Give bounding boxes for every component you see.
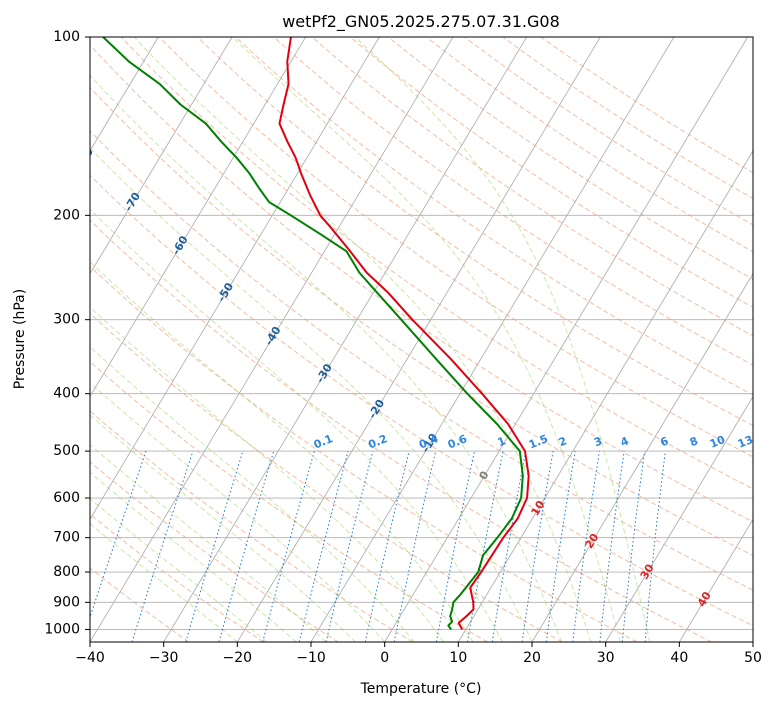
dry-adiabat	[273, 37, 753, 366]
dry-adiabat	[158, 37, 753, 458]
dry-adiabat	[90, 219, 712, 642]
y-tick-label: 100	[53, 29, 80, 45]
chart-title: wetPf2_GN05.2025.275.07.31.G08	[282, 12, 560, 32]
mixing-ratio-line	[185, 450, 244, 642]
dry-adiabat	[90, 130, 753, 591]
isotherm-line	[90, 37, 454, 642]
isotherm-line	[605, 395, 753, 642]
mixing-ratio-label: 10	[708, 433, 727, 451]
mixing-ratio-line	[599, 451, 625, 642]
y-tick-label: 200	[53, 207, 80, 223]
dewpoint-profile	[102, 37, 524, 631]
dry-adiabats	[90, 37, 753, 642]
plot-frame	[89, 36, 754, 643]
dry-adiabat	[90, 513, 264, 642]
mixing-ratio-line	[521, 451, 554, 642]
mixing-ratio-line	[364, 450, 410, 642]
x-tick-label: 0	[380, 650, 389, 666]
moist-adiabat	[232, 37, 621, 642]
y-tick-label: 800	[53, 564, 80, 580]
moist-adiabats	[90, 37, 651, 642]
mixing-ratio-line	[131, 450, 194, 642]
moist-adiabat	[133, 37, 592, 642]
x-tick-label: −20	[223, 650, 253, 666]
moist-adiabat	[354, 37, 651, 642]
isobar-gridlines	[90, 37, 753, 630]
dry-adiabat	[120, 37, 753, 490]
dry-adiabat	[311, 37, 753, 337]
mixing-ratio-line	[572, 451, 600, 642]
moist-adiabat	[90, 74, 562, 642]
y-axis-ticks: 1000 900 800 700 600 500 400 300 200 100	[44, 29, 90, 637]
moist-adiabat	[90, 208, 503, 642]
mixing-ratio-label: 13	[736, 433, 755, 451]
mixing-ratio-label: 2	[557, 434, 569, 449]
mixing-ratio-line	[298, 450, 349, 642]
dry-adiabat	[90, 360, 488, 642]
y-axis-label: Pressure (hPa)	[12, 289, 28, 389]
temperature-profile	[278, 37, 530, 630]
isotherm-line	[457, 150, 753, 642]
mixing-ratio-line	[325, 450, 374, 642]
mixing-ratio-line	[621, 451, 646, 642]
mixing-ratio-line	[262, 450, 315, 642]
isotherm-line	[310, 37, 675, 642]
mixing-ratio-label: 3	[592, 434, 604, 449]
moist-adiabat	[90, 306, 445, 642]
isotherm-line	[384, 37, 749, 642]
mixing-ratio-labels: 0.10.20.40.611.52346810131620253036	[312, 432, 755, 451]
dry-adiabat	[90, 265, 638, 642]
dry-adiabat	[90, 461, 339, 642]
isotherm-line	[678, 518, 753, 642]
isotherm-line	[90, 37, 159, 152]
dry-adiabat	[90, 44, 753, 523]
dry-adiabat	[90, 312, 563, 642]
y-tick-label: 500	[53, 443, 80, 459]
mixing-ratio-line	[218, 450, 275, 642]
x-axis-label: Temperature (°C)	[360, 681, 482, 697]
x-tick-label: −10	[296, 650, 326, 666]
dry-adiabat	[90, 86, 753, 557]
x-tick-label: 10	[449, 650, 467, 666]
moist-adiabat	[90, 382, 386, 642]
plot-area: -100-90-80-70-60-50-40-30-20-10010203040…	[90, 37, 755, 642]
y-tick-label: 300	[53, 312, 80, 328]
isotherm-line	[531, 272, 753, 642]
x-tick-label: −40	[75, 650, 105, 666]
y-tick-label: 700	[53, 530, 80, 546]
x-tick-label: 40	[670, 650, 688, 666]
x-tick-label: 50	[744, 650, 762, 666]
mixing-ratio-label: 8	[688, 434, 700, 449]
y-tick-label: 1000	[44, 621, 80, 637]
y-tick-label: 400	[53, 386, 80, 402]
x-tick-label: 20	[523, 650, 541, 666]
moist-adiabat	[90, 523, 238, 642]
isotherm-line	[163, 37, 528, 642]
isotherm-line	[90, 37, 233, 275]
moist-adiabat	[90, 471, 297, 642]
y-tick-label: 900	[53, 594, 80, 610]
moist-adiabat	[90, 497, 268, 642]
mixing-ratio-label: 1	[496, 434, 508, 449]
sounding-profiles	[102, 37, 530, 631]
mixing-ratio-line	[545, 451, 576, 642]
x-axis-ticks: −40 −30 −20 −10 0 10 20 30 40 50	[75, 642, 762, 666]
moist-adiabat	[90, 444, 327, 642]
isotherm-line	[90, 37, 307, 398]
y-tick-label: 600	[53, 490, 80, 506]
x-tick-label: 30	[597, 650, 615, 666]
isotherms	[90, 37, 753, 642]
mixing-ratio-line	[644, 451, 666, 642]
x-tick-label: −30	[149, 650, 179, 666]
moist-adiabat	[90, 261, 474, 642]
mixing-ratio-lines	[90, 450, 666, 642]
dry-adiabat	[235, 37, 753, 396]
isotherm-line	[90, 37, 380, 521]
